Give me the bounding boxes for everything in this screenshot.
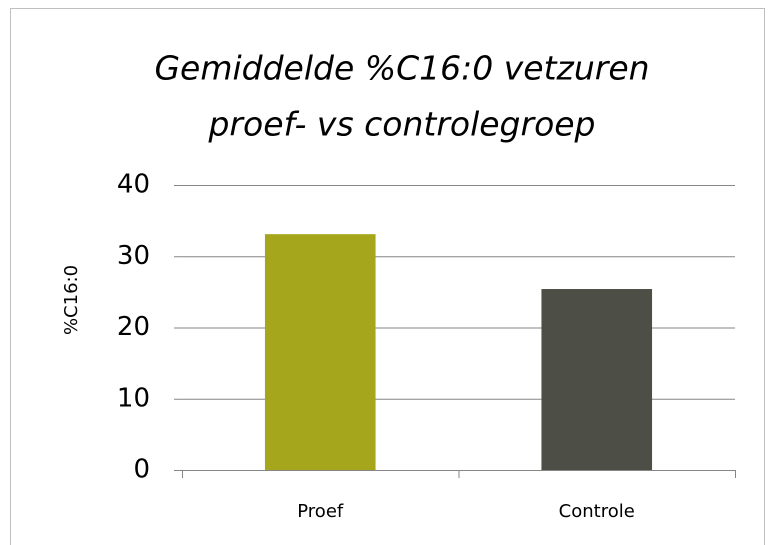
x-tick-label: Controle	[559, 501, 635, 522]
bar	[541, 289, 653, 470]
y-axis-label: %C16:0	[61, 265, 82, 335]
y-tick-label: 0	[133, 455, 150, 485]
y-tick-label: 20	[117, 312, 150, 342]
chart-title: Gemiddelde %C16:0 vetzuren	[154, 49, 649, 88]
chart-title: proef- vs controlegroep	[207, 105, 595, 144]
x-tick-label: Proef	[297, 501, 344, 522]
y-tick-label: 30	[117, 241, 150, 271]
y-tick-label: 10	[117, 383, 150, 413]
bar	[264, 234, 376, 470]
y-tick-label: 40	[117, 170, 150, 200]
